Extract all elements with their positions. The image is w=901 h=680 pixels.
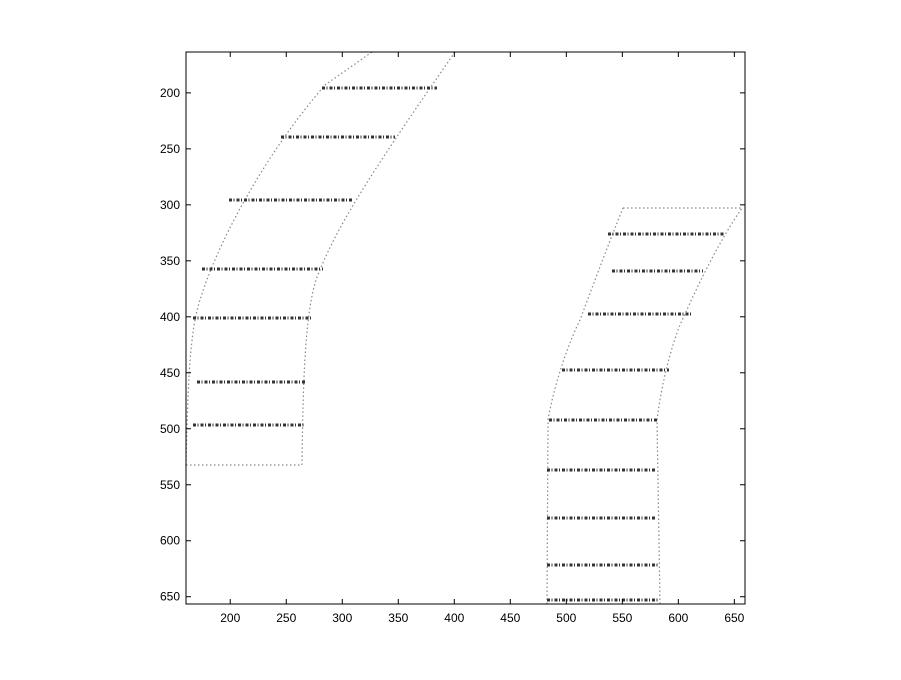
x-tick-label: 500	[556, 611, 576, 625]
x-tick-label: 200	[220, 611, 240, 625]
y-tick-label: 250	[160, 142, 180, 156]
band-edge	[546, 207, 624, 605]
y-tick-label: 450	[160, 366, 180, 380]
x-tick-label: 300	[332, 611, 352, 625]
x-tick-label: 550	[612, 611, 632, 625]
x-tick-label: 250	[276, 611, 296, 625]
y-tick-label: 300	[160, 198, 180, 212]
y-tick-label: 550	[160, 478, 180, 492]
y-tick-label: 650	[160, 590, 180, 604]
y-tick-label: 500	[160, 422, 180, 436]
band-edge	[656, 207, 743, 605]
y-tick-label: 600	[160, 534, 180, 548]
x-tick-label: 450	[500, 611, 520, 625]
y-tick-label: 400	[160, 310, 180, 324]
x-tick-label: 350	[388, 611, 408, 625]
y-tick-label: 200	[160, 86, 180, 100]
x-tick-label: 400	[444, 611, 464, 625]
axes-box	[185, 51, 746, 605]
x-tick-label: 600	[668, 611, 688, 625]
image-content	[185, 51, 743, 605]
y-tick-label: 350	[160, 254, 180, 268]
x-tick-label: 650	[724, 611, 744, 625]
